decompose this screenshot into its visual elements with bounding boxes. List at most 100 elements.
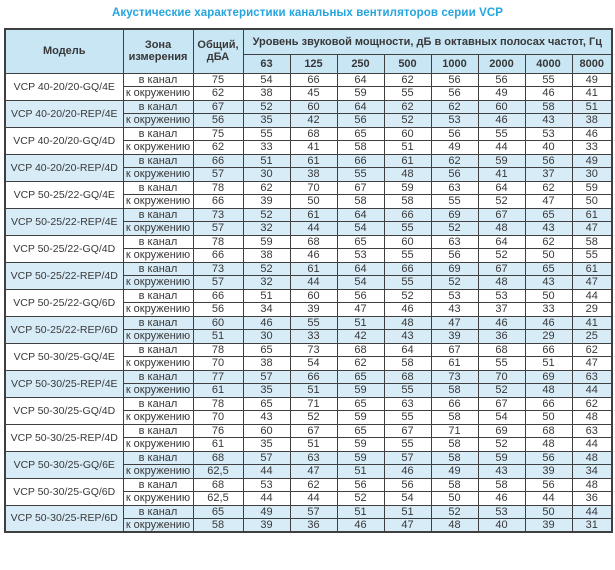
- table-row: VCP 50-30/25-GQ/4D в канал 78 65 71 65 63 66 67 6…: [4, 396, 613, 425]
- table-row: к окружению 70 43 52 59 55 58 54 50 48: [5, 410, 613, 425]
- value-cell: 64: [383, 342, 432, 357]
- table-row: VCP 50-25/22-GQ/4E в канал 78 62 70 67 59 63 64 6…: [4, 180, 613, 209]
- value-cell: 48: [477, 221, 526, 236]
- model-cell: VCP 50-30/25-REP/6D: [4, 504, 124, 533]
- model-cell: VCP 50-25/22-REP/6D: [4, 315, 124, 344]
- value-cell: 61: [571, 261, 613, 276]
- value-cell: 59: [571, 180, 613, 195]
- value-cell: 59: [242, 234, 291, 249]
- value-cell: 67: [383, 423, 432, 438]
- table-row: к окружению 61 35 51 59 55 58 52 48 44: [5, 437, 613, 452]
- model-cell: VCP 50-30/25-GQ/6E: [4, 450, 124, 479]
- value-cell: 54: [336, 221, 385, 236]
- zone-cell: в канал: [122, 477, 194, 492]
- col-header-total: Общий, дБА: [192, 28, 244, 74]
- model-cell: VCP 50-30/25-REP/4E: [4, 369, 124, 398]
- value-cell: 68: [477, 342, 526, 357]
- value-cell: 55: [383, 410, 432, 425]
- value-cell: 51: [524, 356, 573, 371]
- value-cell: 63: [430, 180, 479, 195]
- model-cell: VCP 50-25/22-GQ/4D: [4, 234, 124, 263]
- table-row: VCP 50-25/22-REP/6D в канал 60 46 55 51 48 47 46…: [4, 315, 613, 344]
- value-cell: 46: [524, 86, 573, 101]
- table-row: VCP 40-20/20-REP/4D в канал 66 51 61 66 61 62 59…: [4, 153, 613, 182]
- zone-cell: к окружению: [122, 410, 194, 425]
- value-cell: 50: [430, 491, 479, 506]
- value-cell: 48: [383, 167, 432, 182]
- value-cell: 58: [571, 234, 613, 249]
- value-cell: 47: [571, 221, 613, 236]
- table-row: к окружению 57 32 44 54 55 52 48 43 47: [5, 275, 613, 290]
- table-row: к окружению 66 38 46 53 55 56 52 50 55: [5, 248, 613, 263]
- value-cell: 41: [571, 315, 613, 330]
- zone-cell: в канал: [122, 126, 194, 141]
- value-cell: 46: [242, 315, 291, 330]
- value-cell: 62: [524, 180, 573, 195]
- value-cell: 51: [242, 288, 291, 303]
- value-cell: 65: [336, 234, 385, 249]
- value-cell: 58: [430, 477, 479, 492]
- value-cell: 51: [242, 153, 291, 168]
- col-header-zone: Зона измерения: [122, 28, 194, 74]
- value-cell: 55: [477, 126, 526, 141]
- table-row: к окружению 57 32 44 54 55 52 48 43 47: [5, 221, 613, 236]
- value-cell: 62: [524, 234, 573, 249]
- value-cell: 62: [383, 99, 432, 114]
- table-row: к окружению 62,5 44 47 51 46 49 43 39 34: [5, 464, 613, 479]
- value-cell: 63: [289, 450, 338, 465]
- value-cell: 62: [571, 396, 613, 411]
- value-cell: 65: [336, 396, 385, 411]
- value-cell: 61: [289, 261, 338, 276]
- value-cell: 43: [242, 410, 291, 425]
- value-cell: 43: [524, 275, 573, 290]
- value-cell: 50: [524, 504, 573, 519]
- value-cell: 51: [289, 383, 338, 398]
- value-cell: 44: [289, 275, 338, 290]
- value-cell: 41: [571, 86, 613, 101]
- acoustic-characteristics-table: Модель Зона измерения Общий, дБА Уровень…: [4, 28, 614, 533]
- value-cell: 55: [524, 72, 573, 87]
- value-cell: 48: [571, 477, 613, 492]
- value-cell: 39: [430, 329, 479, 344]
- value-cell: 71: [430, 423, 479, 438]
- value-cell: 33: [571, 140, 613, 155]
- value-cell: 51: [571, 99, 613, 114]
- zone-cell: к окружению: [122, 113, 194, 128]
- total-dba-cell: 56: [192, 113, 244, 128]
- value-cell: 50: [524, 248, 573, 263]
- value-cell: 29: [571, 302, 613, 317]
- value-cell: 36: [571, 491, 613, 506]
- value-cell: 42: [289, 113, 338, 128]
- zone-cell: в канал: [122, 342, 194, 357]
- value-cell: 35: [242, 437, 291, 452]
- value-cell: 64: [336, 207, 385, 222]
- table-row: VCP 40-20/20-GQ/4D в канал 75 55 68 65 60 56 55 5…: [4, 126, 613, 155]
- value-cell: 58: [383, 194, 432, 209]
- zone-cell: к окружению: [122, 302, 194, 317]
- value-cell: 59: [383, 180, 432, 195]
- value-cell: 55: [383, 437, 432, 452]
- total-dba-cell: 66: [192, 153, 244, 168]
- model-cell: VCP 50-30/25-GQ/6D: [4, 477, 124, 506]
- value-cell: 54: [242, 72, 291, 87]
- value-cell: 34: [242, 302, 291, 317]
- value-cell: 54: [336, 275, 385, 290]
- value-cell: 46: [477, 315, 526, 330]
- value-cell: 36: [477, 329, 526, 344]
- value-cell: 61: [571, 207, 613, 222]
- value-cell: 65: [242, 396, 291, 411]
- value-cell: 53: [477, 288, 526, 303]
- value-cell: 30: [242, 167, 291, 182]
- value-cell: 52: [477, 437, 526, 452]
- value-cell: 55: [383, 383, 432, 398]
- value-cell: 44: [477, 140, 526, 155]
- value-cell: 59: [336, 86, 385, 101]
- value-cell: 52: [336, 491, 385, 506]
- value-cell: 48: [477, 275, 526, 290]
- value-cell: 62: [430, 153, 479, 168]
- value-cell: 67: [430, 342, 479, 357]
- value-cell: 60: [289, 99, 338, 114]
- value-cell: 63: [571, 423, 613, 438]
- value-cell: 43: [524, 221, 573, 236]
- value-cell: 62: [336, 356, 385, 371]
